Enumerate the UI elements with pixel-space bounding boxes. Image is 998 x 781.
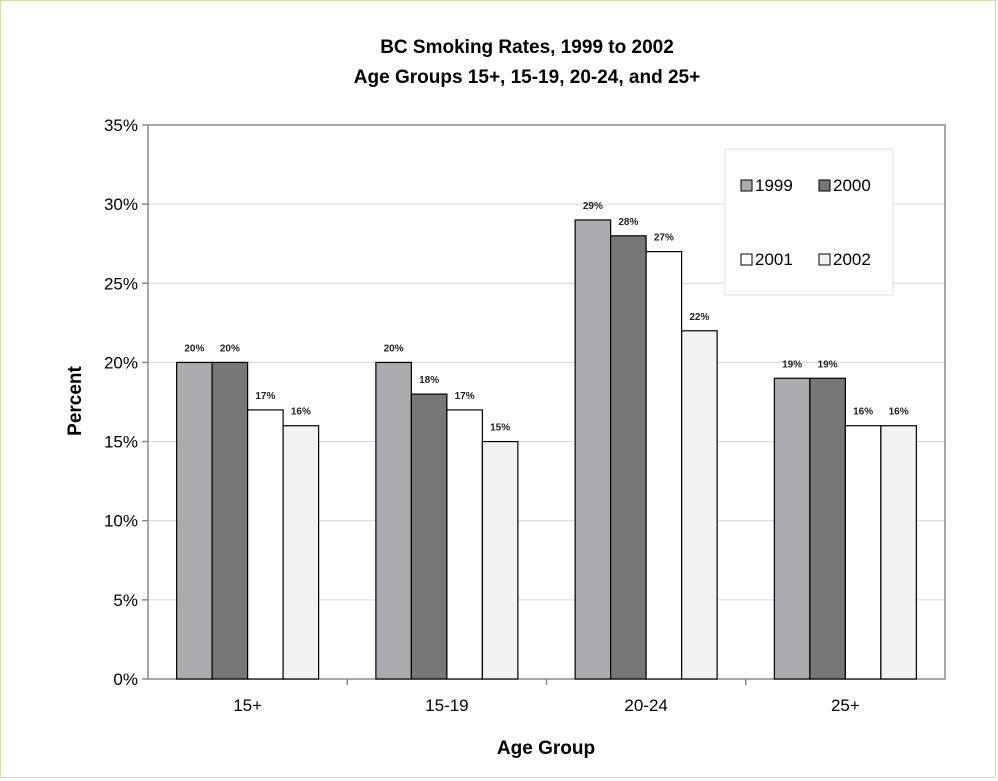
bar-1999-25+	[773, 377, 811, 680]
y-tick-label: 25%	[104, 274, 138, 293]
bar-2001-25+	[844, 425, 882, 680]
y-tick-label: 20%	[104, 353, 138, 372]
data-label: 22%	[689, 312, 709, 323]
bar-1999-20-24	[574, 219, 612, 680]
bar-2001-20-24	[645, 251, 683, 680]
data-label: 19%	[818, 359, 838, 370]
y-tick-label: 5%	[113, 591, 138, 610]
legend-swatch-2000	[818, 179, 831, 192]
data-label: 28%	[618, 217, 638, 228]
bar-2000-25+	[809, 377, 846, 680]
data-label: 19%	[782, 359, 802, 370]
legend-label-2001: 2001	[755, 250, 793, 269]
bar-2002-15+	[282, 425, 320, 680]
chart-title: BC Smoking Rates, 1999 to 2002	[380, 37, 674, 58]
data-label: 27%	[654, 233, 674, 244]
x-axis-ticks: 15+ 15-19 20-24 25+	[233, 679, 860, 715]
y-tick-label: 30%	[104, 195, 138, 214]
y-tick-label: 10%	[104, 512, 138, 531]
data-label: 16%	[291, 407, 311, 418]
bar-1999-15+	[176, 361, 213, 680]
data-label: 20%	[220, 343, 240, 354]
y-tick-label: 15%	[104, 433, 138, 452]
data-label: 17%	[255, 391, 275, 402]
y-tick-label: 0%	[113, 670, 138, 689]
legend-label-2000: 2000	[833, 176, 871, 195]
data-label: 20%	[384, 343, 404, 354]
x-axis-title: Age Group	[497, 738, 595, 759]
data-label: 18%	[419, 375, 439, 386]
bar-2000-15+	[211, 361, 249, 680]
legend-swatch-2001	[740, 253, 753, 266]
bar-1999-15-19	[375, 361, 412, 680]
legend-swatch-1999	[740, 179, 753, 192]
data-labels-group: 20% 20% 17% 16% 20% 18% 17% 15% 29% 28% 27% 22% 19% 1…	[184, 201, 908, 434]
y-axis-title: Percent	[65, 365, 86, 435]
legend-swatch-2002	[818, 253, 831, 266]
bar-2002-20-24	[681, 330, 718, 680]
chart-subtitle: Age Groups 15+, 15-19, 20-24, and 25+	[354, 67, 700, 88]
x-tick-label: 20-24	[624, 696, 667, 715]
bar-2002-25+	[880, 425, 917, 680]
legend: 1999 2000 2001 2002	[724, 148, 894, 296]
x-tick-label: 15+	[233, 696, 262, 715]
legend-box	[724, 148, 894, 296]
data-label: 20%	[184, 343, 204, 354]
y-tick-label: 35%	[104, 116, 138, 135]
y-axis-ticks: 0% 5% 10% 15% 20% 25% 30% 35%	[104, 116, 148, 689]
data-label: 29%	[583, 201, 603, 212]
x-tick-label: 25+	[831, 696, 860, 715]
x-tick-label: 15-19	[425, 696, 468, 715]
legend-label-2002: 2002	[833, 250, 871, 269]
data-label: 17%	[455, 391, 475, 402]
bar-2000-20-24	[610, 235, 647, 680]
legend-label-1999: 1999	[755, 176, 793, 195]
bars-group	[176, 219, 917, 680]
data-label: 15%	[490, 423, 510, 434]
bar-2001-15-19	[446, 409, 483, 680]
bar-2001-15+	[247, 409, 284, 680]
bar-2002-15-19	[481, 440, 519, 680]
bar-2000-15-19	[410, 393, 448, 680]
data-label: 16%	[853, 407, 873, 418]
data-label: 16%	[889, 407, 909, 418]
